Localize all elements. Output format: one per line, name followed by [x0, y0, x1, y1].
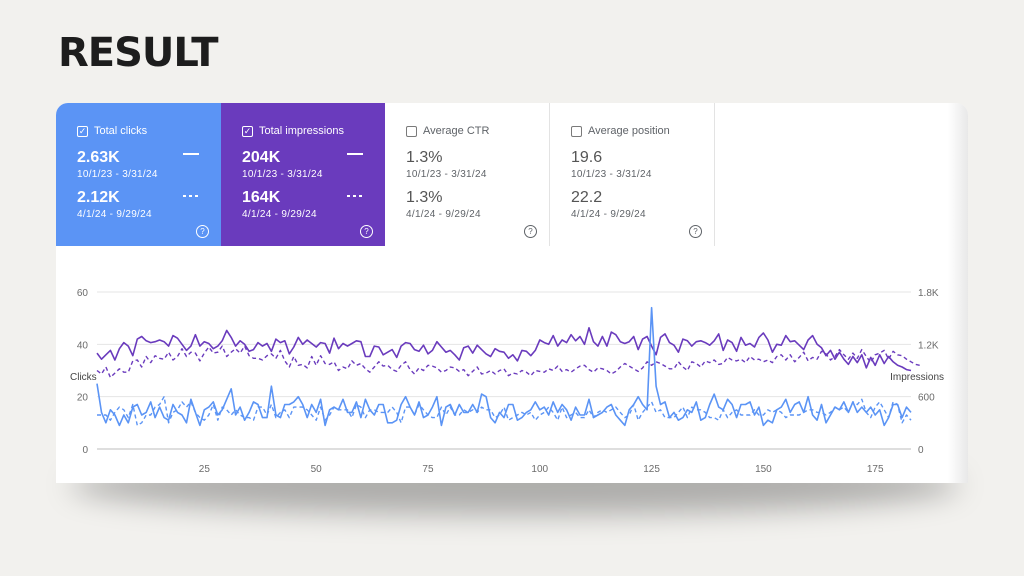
- check-icon[interactable]: ✓: [77, 125, 88, 137]
- x-tick: 175: [867, 464, 884, 475]
- y-tick-right: 0: [918, 445, 924, 456]
- y-tick-right: 1.2K: [918, 340, 939, 351]
- metric-date-current: 10/1/23 - 3/31/24: [77, 169, 158, 180]
- page-headline: RESULT: [58, 30, 219, 76]
- metric-date-previous: 4/1/24 - 9/29/24: [406, 209, 481, 220]
- help-circle-icon[interactable]: ?: [689, 225, 702, 238]
- y-tick-left: 60: [77, 288, 89, 299]
- help-circle-icon[interactable]: ?: [360, 225, 373, 238]
- search-console-performance-card: ✓ Total clicks 2.63K 10/1/23 - 3/31/24 2…: [56, 103, 968, 483]
- metric-tile-total-impressions[interactable]: ✓ Total impressions 204K 10/1/23 - 3/31/…: [221, 103, 385, 246]
- metric-value-current: 2.63K: [77, 149, 120, 166]
- metric-value-current: 204K: [242, 149, 281, 166]
- metric-date-current: 10/1/23 - 3/31/24: [571, 169, 652, 180]
- metric-date-previous: 4/1/24 - 9/29/24: [571, 209, 646, 220]
- metric-date-previous: 4/1/24 - 9/29/24: [77, 209, 152, 220]
- series-line-total-clicks-solid: [96, 306, 912, 427]
- metric-label: Total clicks: [94, 125, 148, 137]
- dashed-line-icon: [347, 195, 363, 197]
- metric-header: Average CTR: [406, 125, 549, 137]
- metric-date-current: 10/1/23 - 3/31/24: [242, 169, 323, 180]
- metric-value-current: 19.6: [571, 149, 603, 166]
- solid-line-icon: [347, 153, 363, 155]
- metric-label: Average position: [588, 125, 670, 137]
- metric-label: Total impressions: [259, 125, 344, 137]
- metric-header: ✓ Total clicks: [77, 125, 221, 137]
- y-tick-left: 0: [82, 445, 88, 456]
- x-tick: 25: [199, 464, 211, 475]
- check-icon[interactable]: ✓: [242, 125, 253, 137]
- metric-header: Average position: [571, 125, 714, 137]
- x-tick: 75: [422, 464, 434, 475]
- help-circle-icon[interactable]: ?: [196, 225, 209, 238]
- performance-chart: Clicks Impressions 0 0 20 600 40 1.2K 60 1.8K 25…: [56, 246, 968, 483]
- y-tick-right: 1.8K: [918, 288, 939, 299]
- y-tick-left: 40: [77, 340, 89, 351]
- y-axis-right-label: Impressions: [890, 372, 944, 383]
- series-line-total-clicks-dashed: [97, 395, 912, 427]
- x-tick: 100: [531, 464, 548, 475]
- dashed-line-icon: [183, 195, 199, 197]
- solid-line-icon: [183, 153, 199, 155]
- metric-value-previous: 2.12K: [77, 189, 120, 206]
- metric-tile-average-ctr[interactable]: Average CTR 1.3% 10/1/23 - 3/31/24 1.3% …: [385, 103, 550, 246]
- metric-value-previous: 22.2: [571, 189, 603, 206]
- checkbox-icon[interactable]: [406, 125, 417, 137]
- y-axis-left-label: Clicks: [70, 372, 97, 383]
- checkbox-icon[interactable]: [571, 125, 582, 137]
- x-tick: 125: [643, 464, 660, 475]
- y-tick-left: 20: [77, 393, 89, 404]
- help-circle-icon[interactable]: ?: [524, 225, 537, 238]
- metric-tiles: ✓ Total clicks 2.63K 10/1/23 - 3/31/24 2…: [56, 103, 715, 246]
- series-line-total-impressions-solid: [96, 327, 912, 372]
- y-tick-right: 600: [918, 393, 935, 404]
- card-edge-fade: [948, 103, 968, 483]
- metric-value-current: 1.3%: [406, 149, 443, 166]
- x-tick: 50: [311, 464, 323, 475]
- metric-date-previous: 4/1/24 - 9/29/24: [242, 209, 317, 220]
- metric-header: ✓ Total impressions: [242, 125, 385, 137]
- metric-tile-average-position[interactable]: Average position 19.6 10/1/23 - 3/31/24 …: [550, 103, 715, 246]
- performance-line-chart: Clicks Impressions 0 0 20 600 40 1.2K 60 1.8K 25…: [70, 288, 944, 475]
- metric-date-current: 10/1/23 - 3/31/24: [406, 169, 487, 180]
- metric-value-previous: 164K: [242, 189, 281, 206]
- metric-value-previous: 1.3%: [406, 189, 443, 206]
- metric-label: Average CTR: [423, 125, 490, 137]
- metric-tile-total-clicks[interactable]: ✓ Total clicks 2.63K 10/1/23 - 3/31/24 2…: [56, 103, 221, 246]
- series-line-total-impressions-dashed: [96, 345, 921, 379]
- x-tick: 150: [755, 464, 772, 475]
